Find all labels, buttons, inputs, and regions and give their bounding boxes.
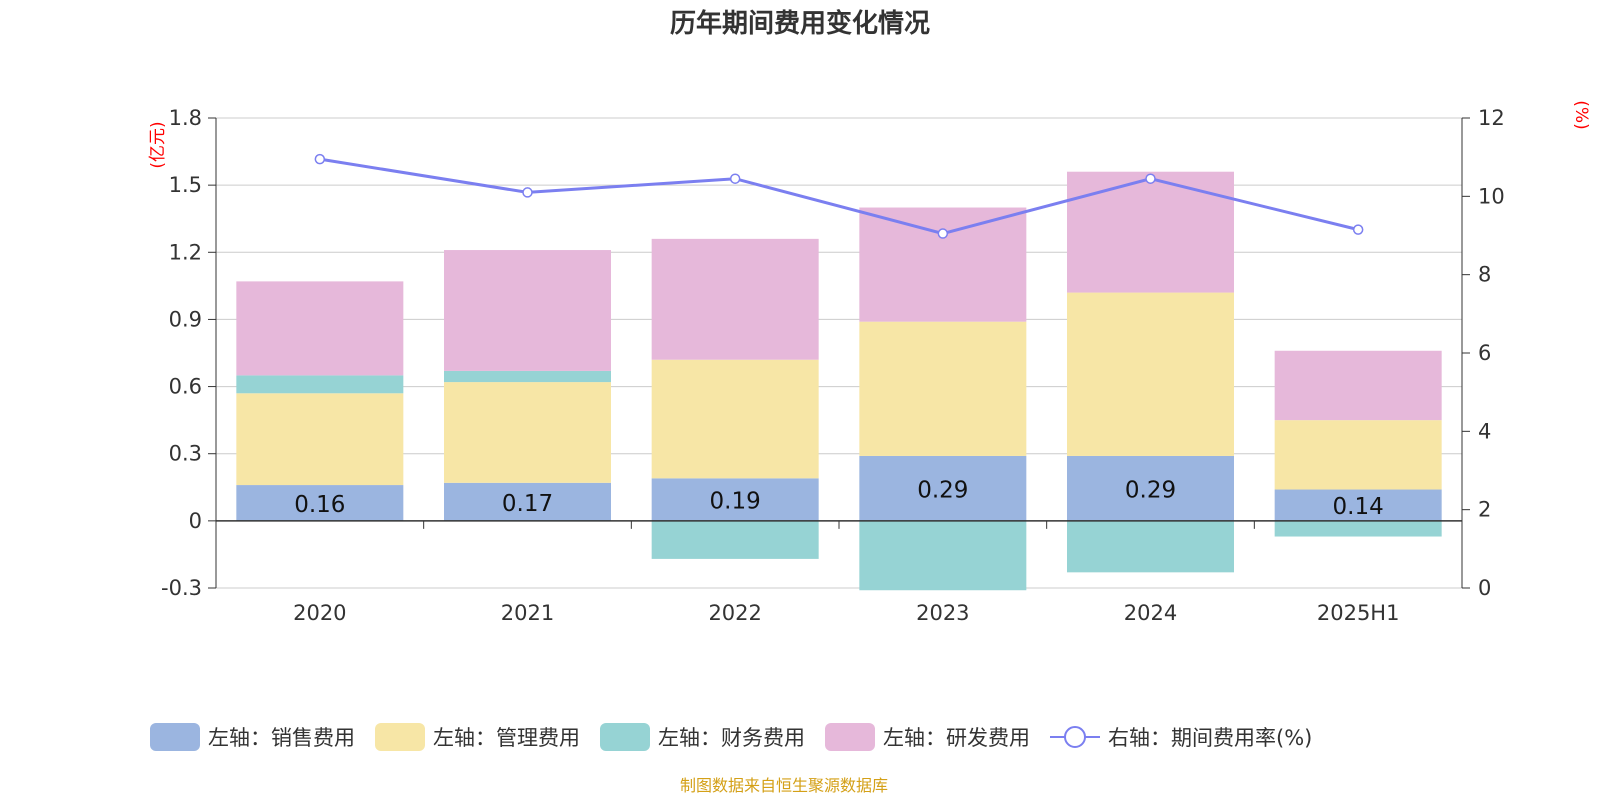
bar-segment: [444, 250, 611, 371]
bar-segment: [444, 482, 611, 521]
bar-segment: [651, 478, 819, 521]
rate-line-path: [319, 157, 1359, 236]
x-tick-label: 2022: [708, 601, 761, 625]
left-tick-label: 0.3: [169, 442, 202, 466]
left-axis-unit: (亿元): [148, 121, 168, 168]
rate-point: [522, 187, 533, 198]
rate-point: [1352, 224, 1364, 235]
left-tick-label: 0.9: [169, 307, 202, 331]
left-tick-label: 0.6: [169, 375, 202, 399]
bar-segment: [444, 382, 611, 483]
right-axis-unit: (%): [1571, 100, 1591, 129]
source-note: 制图数据来自恒生聚源数据库: [680, 776, 888, 795]
x-tick-label: 2020: [293, 601, 346, 625]
right-tick-label: 2: [1478, 498, 1491, 522]
bar-segment: [444, 370, 611, 383]
bar-segment: [236, 281, 404, 376]
bar-segment: [859, 520, 1027, 591]
bar-data-label: 0.16: [294, 492, 345, 518]
bar-segment: [1274, 520, 1442, 537]
legend-swatch: [600, 723, 650, 751]
bar-data-label: 0.29: [1125, 477, 1176, 503]
bar-segment: [651, 520, 819, 559]
legend-marker: [1064, 726, 1086, 748]
legend: 左轴：销售费用 左轴：管理费用 左轴：财务费用 左轴：研发费用 右轴：期间费用率(%): [150, 723, 1312, 751]
bar-segment: [1067, 455, 1234, 521]
right-tick-label: 8: [1478, 263, 1491, 287]
bar-segment: [859, 321, 1027, 456]
bar-data-label: 0.29: [917, 477, 968, 503]
left-tick-label: 1.2: [169, 240, 202, 264]
right-tick-label: 10: [1478, 184, 1505, 208]
right-tick-label: 12: [1478, 106, 1505, 130]
bar-segment: [1067, 171, 1234, 293]
x-tick-label: 2021: [501, 601, 554, 625]
bar-segment: [1274, 489, 1442, 521]
bar-segment: [651, 238, 819, 360]
bar-data-label: 0.14: [1333, 494, 1384, 520]
legend-swatch: [825, 723, 875, 751]
x-tick-label: 2023: [916, 601, 969, 625]
bar-segment: [859, 207, 1027, 322]
legend-label: 左轴：财务费用: [658, 726, 805, 750]
legend-label: 右轴：期间费用率(%): [1108, 726, 1312, 750]
bar-segment: [236, 375, 404, 394]
left-tick-label: -0.3: [161, 576, 202, 600]
bar-segment: [859, 455, 1027, 521]
right-tick-label: 6: [1478, 341, 1491, 365]
bar-segment: [236, 485, 404, 521]
rate-point: [937, 228, 949, 239]
bar-segment: [1067, 520, 1234, 573]
x-tick-label: 2025H1: [1317, 601, 1400, 625]
rate-point: [1145, 173, 1156, 184]
legend-label: 左轴：管理费用: [433, 726, 580, 750]
bar-segment: [1067, 292, 1234, 456]
bars: [236, 171, 1442, 591]
chart-title: 历年期间费用变化情况: [670, 8, 930, 39]
bar-segment: [1274, 350, 1442, 421]
rate-point: [314, 153, 326, 165]
right-tick-label: 0: [1478, 576, 1491, 600]
legend-swatch: [150, 723, 200, 751]
rate-point: [729, 173, 741, 184]
legend-label: 左轴：研发费用: [883, 726, 1030, 750]
legend-swatch: [375, 723, 425, 751]
bar-segment: [236, 393, 404, 486]
data-labels: 0.16 0.17 0.19 0.29 0.29 0.14: [294, 477, 1384, 520]
rate-line: [314, 153, 1364, 239]
left-tick-label: 1.5: [169, 173, 202, 197]
bar-data-label: 0.19: [710, 489, 761, 515]
x-tick-label: 2024: [1124, 601, 1177, 625]
gridlines: [216, 117, 1462, 589]
bar-segment: [1274, 420, 1442, 490]
bar-segment: [651, 359, 819, 479]
left-tick-label: 1.8: [169, 106, 202, 130]
left-tick-label: 0: [189, 509, 202, 533]
bar-data-label: 0.17: [502, 491, 553, 517]
right-tick-label: 4: [1478, 419, 1491, 443]
legend-label: 左轴：销售费用: [208, 726, 355, 750]
